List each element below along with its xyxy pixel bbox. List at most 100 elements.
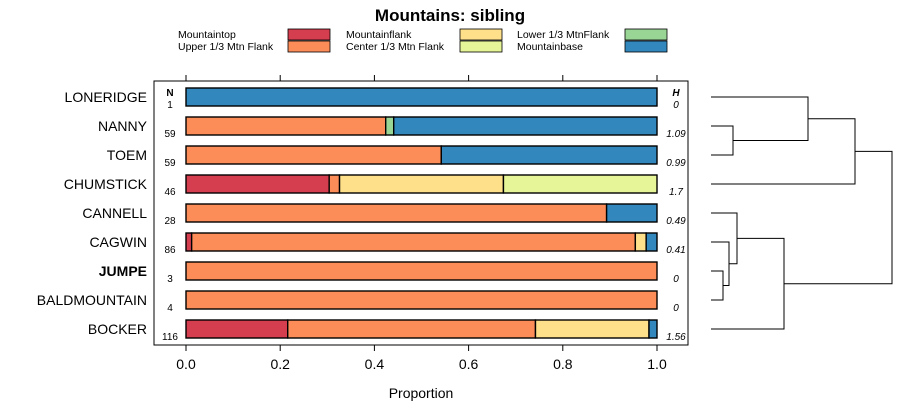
- bar-segment-chumstick-mountaintop: [185, 174, 330, 194]
- x-tick-label-2: 0.4: [365, 356, 385, 372]
- bar-segment-jumpe-upper-1-3-mtn-flank: [185, 261, 658, 281]
- x-tick-label-5: 1.0: [647, 356, 667, 372]
- bar-row-jumpe: [185, 261, 658, 281]
- category-label-bocker: BOCKER: [88, 321, 147, 337]
- category-label-cagwin: CAGWIN: [89, 234, 147, 250]
- bar-segment-cagwin-mountainbase: [645, 232, 658, 252]
- legend-swatch-mountainbase: [624, 40, 668, 53]
- bar-segment-cannell-upper-1-3-mtn-flank: [185, 203, 608, 223]
- dendro-root: [784, 150, 893, 285]
- dendro-merge-cannell: [711, 212, 738, 265]
- legend-swatch-upper-1-3-mtn-flank: [287, 40, 331, 53]
- n-value-toem: 59: [164, 158, 176, 169]
- bar-row-baldmountain: [185, 290, 658, 310]
- legend-item-mountainflank: Mountainflank: [346, 28, 503, 41]
- legend-label-mountaintop: Mountaintop: [178, 29, 236, 41]
- plot-frame: [153, 80, 689, 346]
- dendro-merge-bocker: [711, 237, 785, 330]
- bar-segment-nanny-lower-1-3-mtnflank: [385, 116, 395, 136]
- x-tick-label-1: 0.2: [270, 356, 290, 372]
- bar-segment-baldmountain-upper-1-3-mtn-flank: [185, 290, 658, 310]
- legend-swatch-center-1-3-mtn-flank: [459, 40, 503, 53]
- h-value-jumpe: 0: [673, 274, 679, 285]
- bar-segment-bocker-mountaintop: [185, 319, 289, 339]
- legend-swatch-lower-1-3-mtnflank: [624, 28, 668, 41]
- bar-segment-bocker-upper-1-3-mtn-flank: [287, 319, 537, 339]
- n-value-nanny: 59: [164, 129, 176, 140]
- category-label-cannell: CANNELL: [82, 205, 147, 221]
- legend-item-mountainbase: Mountainbase: [517, 40, 668, 53]
- x-axis-label: Proportion: [389, 385, 454, 401]
- n-value-cannell: 28: [164, 216, 176, 227]
- n-value-jumpe: 3: [167, 274, 173, 285]
- h-value-toem: 0.99: [666, 158, 686, 169]
- h-value-cannell: 0.49: [666, 216, 686, 227]
- legend-swatch-mountaintop: [287, 28, 331, 41]
- x-tick-label-4: 0.8: [553, 356, 573, 372]
- h-value-nanny: 1.09: [666, 129, 686, 140]
- category-label-jumpe: JUMPE: [99, 263, 147, 279]
- bar-row-cannell: [185, 203, 658, 223]
- legend-item-upper-1-3-mtn-flank: Upper 1/3 Mtn Flank: [178, 40, 331, 53]
- legend-label-lower-1-3-mtnflank: Lower 1/3 MtnFlank: [517, 29, 610, 41]
- bar-segment-chumstick-center-1-3-mtn-flank: [502, 174, 658, 194]
- legend-label-mountainbase: Mountainbase: [517, 41, 583, 53]
- category-label-toem: TOEM: [107, 147, 147, 163]
- bar-segment-cagwin-mountainflank: [634, 232, 647, 252]
- dendro-merge-cagwin: [711, 241, 730, 286]
- h-header: H: [672, 88, 680, 99]
- bar-segment-toem-upper-1-3-mtn-flank: [185, 145, 442, 165]
- n-value-baldmountain: 4: [167, 303, 173, 314]
- bar-segment-loneridge-mountainbase: [185, 87, 658, 107]
- dendro-merge-nanny-toem: [711, 125, 734, 156]
- h-value-cagwin: 0.41: [666, 245, 685, 256]
- bar-segment-chumstick-mountainflank: [338, 174, 505, 194]
- dendrogram: [711, 96, 893, 330]
- bar-row-nanny: [185, 116, 658, 136]
- bar-segment-nanny-mountainbase: [393, 116, 658, 136]
- n-value-loneridge: 1: [167, 100, 173, 111]
- bars: [185, 87, 658, 339]
- legend-swatch-mountainflank: [459, 28, 503, 41]
- legend-label-mountainflank: Mountainflank: [346, 29, 412, 41]
- n-value-cagwin: 86: [164, 245, 176, 256]
- legend-label-center-1-3-mtn-flank: Center 1/3 Mtn Flank: [346, 41, 445, 53]
- bar-row-loneridge: [185, 87, 658, 107]
- category-label-baldmountain: BALDMOUNTAIN: [37, 292, 147, 308]
- bar-segment-cannell-mountainbase: [605, 203, 658, 223]
- x-tick-label-0: 0.0: [176, 356, 196, 372]
- bar-row-cagwin: [185, 232, 658, 252]
- category-label-loneridge: LONERIDGE: [65, 89, 147, 105]
- n-header: N: [166, 88, 173, 99]
- x-axis: 0.0 0.2 0.4 0.6 0.8 1.0: [176, 75, 667, 372]
- n-value-bocker: 116: [162, 332, 178, 343]
- bar-segment-bocker-mountainbase: [648, 319, 658, 339]
- legend-item-lower-1-3-mtnflank: Lower 1/3 MtnFlank: [517, 28, 668, 41]
- legend-label-upper-1-3-mtn-flank: Upper 1/3 Mtn Flank: [178, 41, 274, 53]
- category-label-chumstick: CHUMSTICK: [64, 176, 148, 192]
- bar-row-toem: [185, 145, 658, 165]
- legend-item-center-1-3-mtn-flank: Center 1/3 Mtn Flank: [346, 40, 503, 53]
- h-value-chumstick: 1.7: [669, 187, 683, 198]
- row-labels: LONERIDGE 1 0 NANNY 59 1.09 TOEM 59 0.99 CHUMSTIC…: [37, 89, 686, 343]
- x-tick-label-3: 0.6: [459, 356, 479, 372]
- n-value-chumstick: 46: [164, 187, 176, 198]
- dendro-merge-jumpe-baldmountain: [711, 270, 724, 301]
- bar-segment-chumstick-upper-1-3-mtn-flank: [328, 174, 341, 194]
- bar-segment-cagwin-mountaintop: [185, 232, 193, 252]
- bar-row-chumstick: [185, 174, 658, 194]
- bar-segment-nanny-upper-1-3-mtn-flank: [185, 116, 387, 136]
- legend-item-mountaintop: Mountaintop: [178, 28, 331, 41]
- bar-row-bocker: [185, 319, 658, 339]
- bar-segment-bocker-mountainflank: [534, 319, 650, 339]
- category-label-nanny: NANNY: [98, 118, 148, 134]
- chart-title: Mountains: sibling: [375, 6, 525, 25]
- h-value-baldmountain: 0: [673, 303, 679, 314]
- h-value-loneridge: 0: [673, 100, 679, 111]
- dendro-merge-loneridge: [711, 96, 809, 141]
- bar-segment-toem-mountainbase: [440, 145, 658, 165]
- h-value-bocker: 1.56: [666, 332, 686, 343]
